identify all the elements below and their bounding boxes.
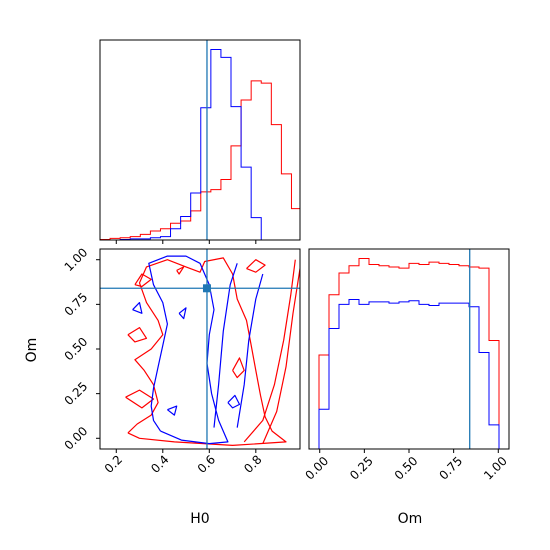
om-xtick-label-0.75: 0.75 bbox=[436, 454, 465, 483]
contour-blue-5 bbox=[132, 302, 143, 314]
contour-ytick-label-1.00: 1.00 bbox=[62, 245, 91, 274]
contour-frame bbox=[99, 248, 301, 450]
contour-blue-1 bbox=[213, 263, 238, 428]
contour-xtick-label-0.2: 0.2 bbox=[102, 452, 125, 475]
contour-ytick-label-0.00: 0.00 bbox=[62, 424, 91, 453]
contour-red-0 bbox=[127, 257, 287, 446]
om-xtick-label-1.00: 1.00 bbox=[481, 454, 510, 483]
contour-red-7 bbox=[232, 357, 245, 379]
h0-hist-series-blue bbox=[100, 49, 300, 240]
contour-red-5 bbox=[134, 273, 152, 288]
om-histogram-panel: 0.00 0.25 0.50 0.75 1.00 bbox=[302, 248, 510, 483]
om-xtick-label-0.25: 0.25 bbox=[347, 454, 376, 483]
contour-xtick-label-0.6: 0.6 bbox=[195, 452, 218, 475]
contour-xtick-label-0.8: 0.8 bbox=[241, 452, 264, 475]
om-hist-series-blue bbox=[309, 299, 509, 449]
contour-red-3 bbox=[125, 389, 155, 409]
contour-red-8 bbox=[246, 259, 266, 273]
h0-hist-series-red bbox=[100, 80, 300, 240]
contour-ytick-label-0.25: 0.25 bbox=[62, 379, 91, 408]
h0-histogram-panel bbox=[99, 39, 301, 244]
contour-blue-3 bbox=[227, 394, 241, 409]
om-y-axis-label: Om bbox=[24, 338, 40, 363]
truth-marker bbox=[202, 284, 211, 293]
contour-red-1 bbox=[243, 259, 296, 443]
contour-red-6 bbox=[176, 266, 185, 275]
contour-ytick-label-0.50: 0.50 bbox=[62, 335, 91, 364]
contour-blue-6 bbox=[178, 307, 187, 320]
h0-axis-label: H0 bbox=[190, 511, 209, 527]
contour-blue-0 bbox=[148, 255, 229, 445]
contour-blue-4 bbox=[167, 405, 178, 416]
h0-om-contour-panel: 0.2 0.4 0.6 0.8 0.00 0.25 0.50 0.75 1.00 bbox=[62, 245, 301, 476]
contour-red-4 bbox=[127, 327, 148, 343]
h0-hist-frame bbox=[99, 39, 301, 241]
contour-red-2 bbox=[262, 268, 300, 444]
contour-xtick-label-0.4: 0.4 bbox=[148, 452, 171, 475]
contour-blue-2 bbox=[236, 273, 264, 428]
om-xtick-label-0.00: 0.00 bbox=[302, 454, 331, 483]
contour-ytick-label-0.75: 0.75 bbox=[62, 290, 91, 319]
om-xtick-label-0.50: 0.50 bbox=[392, 454, 421, 483]
om-x-axis-label: Om bbox=[398, 511, 423, 527]
om-hist-series-red bbox=[309, 258, 509, 449]
